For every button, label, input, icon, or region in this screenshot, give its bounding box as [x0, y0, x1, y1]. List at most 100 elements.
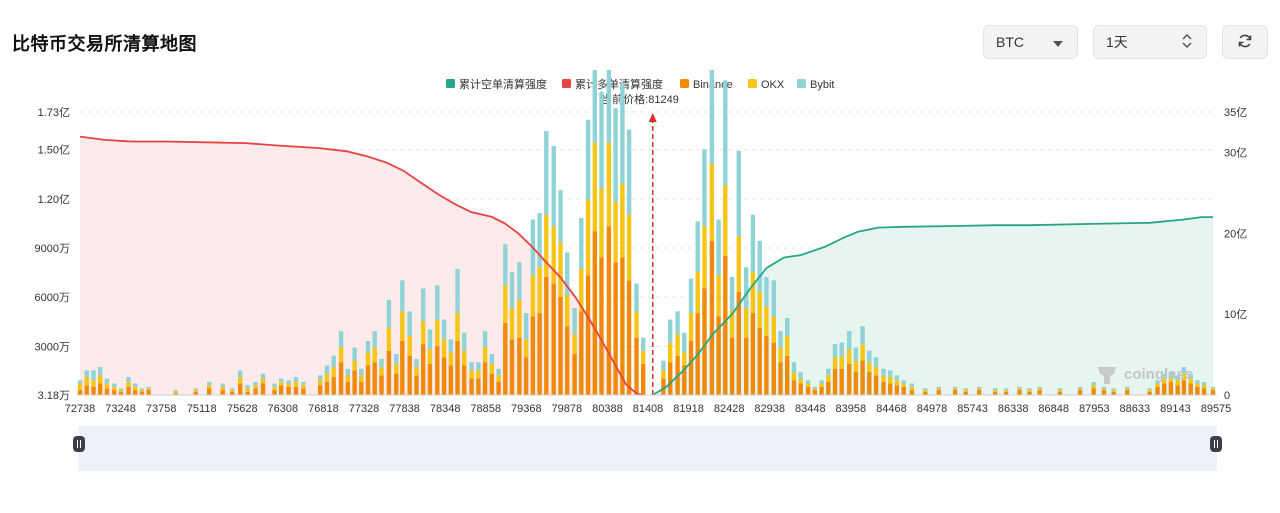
bybit-bar-segment [736, 150, 741, 236]
range-slider-right-handle[interactable] [1210, 436, 1222, 452]
bybit-bar-segment [702, 149, 707, 227]
liquidation-bar [1155, 380, 1160, 395]
liquidation-bar [620, 83, 625, 395]
liquidation-bar [771, 280, 776, 395]
coin-select-value: BTC [996, 34, 1024, 50]
y-left-tick-label: 9000万 [35, 243, 70, 255]
okx-bar-segment [530, 275, 536, 317]
binance-bar-segment [1027, 391, 1032, 395]
okx-bar-segment [324, 373, 330, 382]
up-down-caret-icon [1182, 33, 1192, 51]
okx-bar-segment [1125, 388, 1130, 390]
bybit-bar-segment [1091, 381, 1096, 386]
refresh-button[interactable] [1222, 25, 1268, 59]
bybit-bar-segment [386, 299, 392, 328]
liquidation-bar [750, 214, 756, 395]
coin-select[interactable]: BTC [983, 25, 1078, 59]
binance-bar-segment [558, 296, 563, 395]
okx-bar-segment [77, 383, 83, 391]
bybit-bar-segment [286, 380, 291, 384]
okx-bar-segment [1057, 390, 1063, 392]
liquidation-bar [805, 380, 811, 395]
liquidation-bar [798, 372, 803, 395]
bybit-bar-segment [338, 331, 344, 348]
range-select-value: 1天 [1106, 34, 1128, 50]
binance-bar-segment [723, 255, 728, 395]
range-select[interactable]: 1天 [1093, 25, 1207, 59]
okx-bar-segment [365, 352, 371, 366]
bybit-bar-segment [455, 268, 460, 313]
binance-bar-segment [379, 375, 384, 395]
x-axis: 72738 73248 73758 75118 75628 76308 76818 77328… [65, 394, 1231, 415]
binance-bar-segment [146, 390, 151, 395]
okx-bar-segment [146, 388, 151, 390]
liquidation-bar [682, 332, 687, 395]
liquidation-bar [551, 145, 556, 395]
binance-bar-segment [867, 372, 872, 395]
binance-bar-segment [230, 391, 235, 395]
bybit-bar-segment [126, 377, 131, 382]
okx-bar-segment [675, 334, 680, 356]
bybit-bar-segment [448, 339, 453, 353]
okx-bar-segment [1037, 388, 1042, 390]
okx-bar-segment [427, 349, 433, 364]
legend-label: Bybit [810, 79, 834, 91]
okx-bar-segment [791, 372, 797, 381]
liquidation-bar [1091, 381, 1096, 395]
liquidation-bar [785, 318, 790, 395]
binance-bar-segment [613, 262, 618, 395]
okx-bar-segment [118, 390, 124, 392]
okx-bar-segment [613, 201, 618, 263]
bybit-bar-segment [1201, 381, 1207, 386]
y-axis-right: 0 10亿 20亿 30亿 35亿 [1224, 106, 1247, 402]
binance-bar-segment [530, 316, 536, 395]
okx-bar-segment [1155, 383, 1160, 387]
bybit-bar-segment [634, 283, 639, 312]
range-slider[interactable] [73, 426, 1222, 471]
binance-bar-segment [372, 362, 377, 395]
liquidation-bar [963, 388, 968, 395]
bybit-bar-segment [688, 278, 694, 313]
bybit-bar-segment [847, 331, 852, 350]
bybit-bar-segment [496, 368, 501, 376]
bybit-bar-segment [1111, 388, 1116, 390]
liquidation-bar [977, 386, 982, 395]
binance-bar-segment [599, 257, 604, 395]
liquidation-bar [544, 131, 549, 395]
okx-bar-segment [881, 375, 886, 382]
okx-bar-segment [936, 388, 941, 390]
bybit-bar-segment [1027, 388, 1032, 390]
bybit-bar-segment [482, 331, 488, 348]
binance-bar-segment [118, 391, 124, 395]
bybit-bar-segment [936, 386, 941, 389]
bybit-bar-segment [1162, 373, 1167, 379]
bybit-bar-segment [301, 381, 306, 386]
bybit-bar-segment [421, 288, 426, 322]
y-axis-left: 3.18万 3000万 6000万 9000万 1.20亿 1.50亿 1.73亿 [35, 106, 70, 402]
x-tick-label: 88633 [1120, 403, 1151, 415]
binance-bar-segment [455, 340, 460, 395]
liquidation-bar [98, 367, 103, 395]
liquidation-bar [435, 285, 440, 395]
range-slider-left-handle[interactable] [73, 436, 85, 452]
liquidation-bar [338, 331, 344, 395]
okx-bar-segment [469, 370, 474, 379]
range-slider-track[interactable] [78, 426, 1217, 471]
x-tick-label: 79878 [552, 403, 583, 415]
bybit-bar-segment [626, 129, 632, 215]
bybit-bar-segment [888, 370, 893, 377]
okx-bar-segment [599, 188, 604, 258]
bybit-bar-segment [695, 221, 700, 273]
bybit-bar-segment [207, 381, 212, 386]
liquidation-bars [77, 70, 1216, 395]
binance-bar-segment [993, 391, 998, 395]
liquidation-bar [860, 326, 865, 395]
okx-bar-segment [785, 336, 790, 356]
liquidation-bar [873, 357, 879, 395]
okx-bar-segment [716, 275, 721, 317]
liquidation-bar [993, 388, 998, 395]
liquidation-bar [230, 388, 235, 395]
bybit-bar-segment [372, 331, 377, 348]
liquidation-bar [894, 375, 900, 395]
bybit-bar-segment [716, 219, 721, 276]
